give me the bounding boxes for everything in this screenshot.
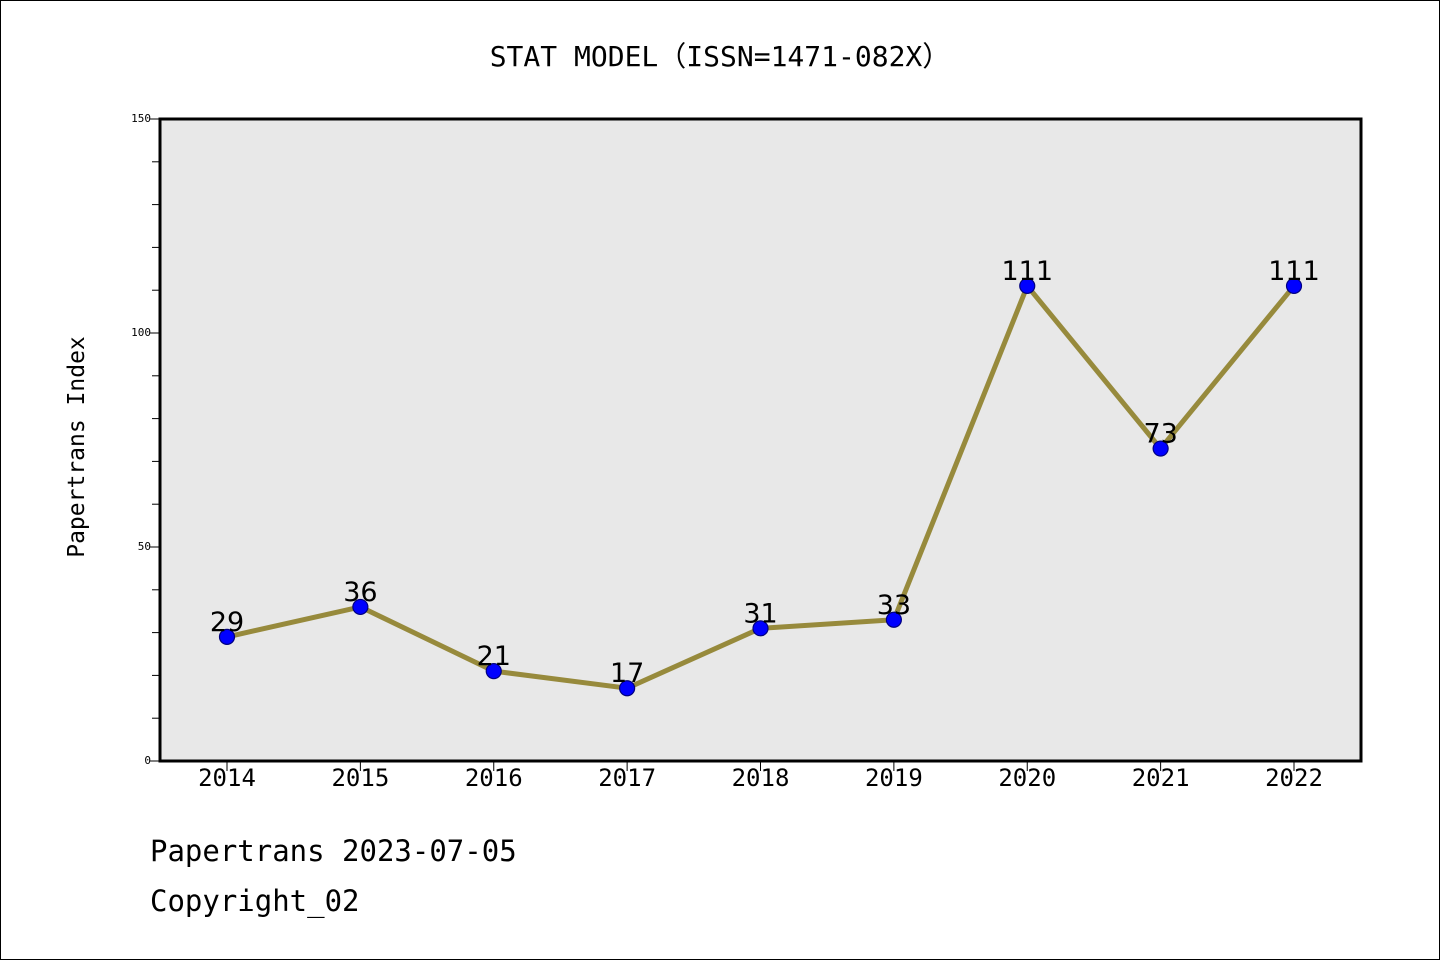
x-tick-label: 2014 bbox=[198, 764, 256, 792]
x-tick-label: 2016 bbox=[465, 764, 523, 792]
x-tick-label: 2017 bbox=[598, 764, 656, 792]
footer-date-text: Papertrans 2023-07-05 bbox=[150, 834, 517, 868]
plot-area bbox=[160, 119, 1361, 761]
data-point bbox=[1285, 277, 1303, 295]
data-point bbox=[352, 598, 369, 616]
data-label: 73 bbox=[1143, 419, 1177, 450]
data-point bbox=[218, 628, 236, 645]
series-layer: 29 36 21 17 31 33 111 73 111 bbox=[210, 256, 1320, 697]
x-tick-label: 2020 bbox=[998, 764, 1056, 792]
y-axis-label: Papertrans Index bbox=[64, 336, 90, 558]
data-point bbox=[485, 663, 502, 680]
data-label: 33 bbox=[877, 590, 911, 621]
data-label: 111 bbox=[1268, 256, 1320, 287]
data-label: 31 bbox=[743, 598, 777, 629]
x-tick-label: 2019 bbox=[865, 764, 923, 792]
data-label: 111 bbox=[1001, 256, 1053, 287]
x-tick-label: 2021 bbox=[1132, 764, 1190, 792]
x-tick-label: 2022 bbox=[1265, 764, 1323, 792]
data-point bbox=[752, 620, 769, 637]
data-point bbox=[1152, 440, 1169, 457]
y-axis: 0 50 100 150 bbox=[131, 112, 160, 767]
data-point bbox=[885, 611, 902, 628]
x-tick-label: 2015 bbox=[331, 764, 389, 792]
data-label: 29 bbox=[210, 607, 244, 638]
chart-title: STAT MODEL（ISSN=1471-082X） bbox=[490, 40, 951, 73]
data-label: 36 bbox=[343, 577, 377, 608]
data-label: 17 bbox=[610, 658, 644, 689]
y-tick-label: 100 bbox=[131, 326, 151, 339]
y-tick-label: 150 bbox=[131, 112, 151, 125]
data-point bbox=[1019, 277, 1036, 295]
y-tick-label: 50 bbox=[138, 540, 151, 553]
data-label: 21 bbox=[477, 641, 511, 672]
y-tick-label: 0 bbox=[144, 754, 151, 767]
footer-copyright-text: Copyright_02 bbox=[150, 884, 360, 918]
data-point bbox=[619, 680, 636, 697]
x-tick-label: 2018 bbox=[732, 764, 790, 792]
plot-border bbox=[158, 117, 1363, 763]
x-axis: 2014 2015 2016 2017 2018 2019 2020 2021 2022 bbox=[198, 761, 1323, 792]
